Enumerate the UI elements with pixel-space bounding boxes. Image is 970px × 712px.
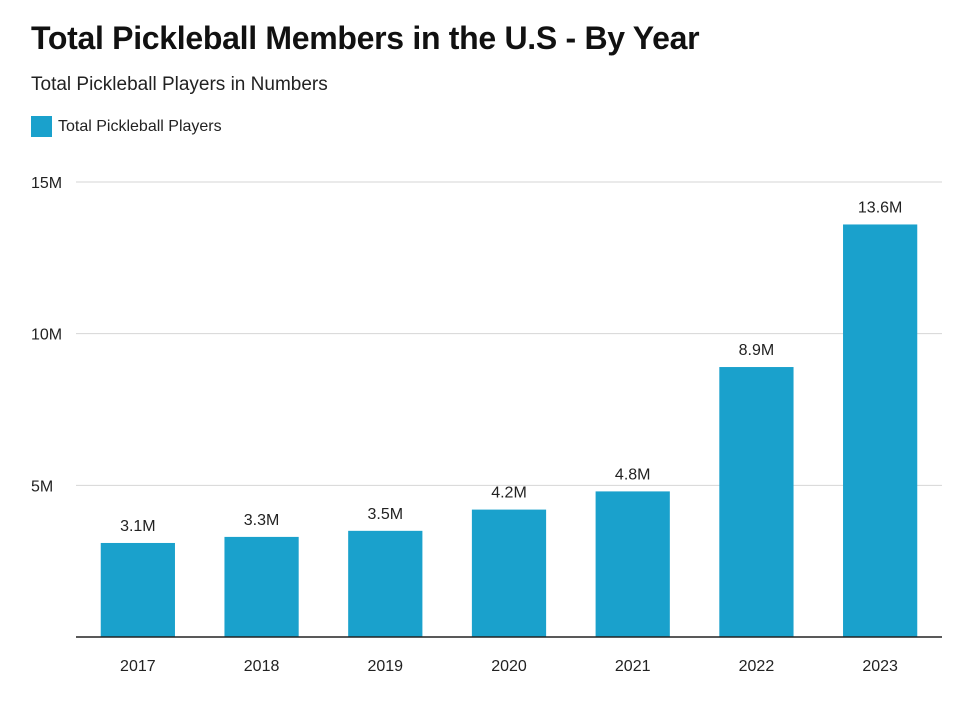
x-tick-label: 2018 bbox=[244, 658, 280, 675]
chart-title: Total Pickleball Members in the U.S - By… bbox=[31, 20, 700, 56]
data-label: 3.5M bbox=[367, 506, 403, 523]
legend: Total Pickleball Players bbox=[31, 116, 222, 137]
chart-subtitle: Total Pickleball Players in Numbers bbox=[31, 74, 328, 95]
bar bbox=[595, 491, 670, 637]
x-tick-label: 2023 bbox=[862, 658, 898, 675]
bar bbox=[719, 367, 794, 637]
x-tick-label: 2020 bbox=[491, 658, 527, 675]
x-tick-label: 2021 bbox=[615, 658, 651, 675]
x-tick-label: 2017 bbox=[120, 658, 156, 675]
legend-swatch bbox=[31, 116, 52, 137]
data-label: 4.2M bbox=[491, 485, 527, 502]
data-label: 3.3M bbox=[244, 512, 280, 529]
bar bbox=[843, 224, 918, 637]
bar bbox=[348, 530, 423, 637]
data-label: 13.6M bbox=[858, 199, 902, 216]
data-label: 8.9M bbox=[739, 342, 775, 359]
bar bbox=[224, 536, 299, 637]
bar bbox=[100, 542, 175, 637]
legend-label: Total Pickleball Players bbox=[58, 117, 222, 135]
y-tick-label: 15M bbox=[31, 175, 62, 192]
data-label: 4.8M bbox=[615, 466, 651, 483]
x-tick-label: 2019 bbox=[367, 658, 403, 675]
bar bbox=[471, 509, 547, 637]
x-tick-label: 2022 bbox=[739, 658, 775, 675]
y-tick-label: 5M bbox=[31, 478, 53, 495]
y-tick-label: 10M bbox=[31, 327, 62, 344]
data-label: 3.1M bbox=[120, 518, 156, 535]
